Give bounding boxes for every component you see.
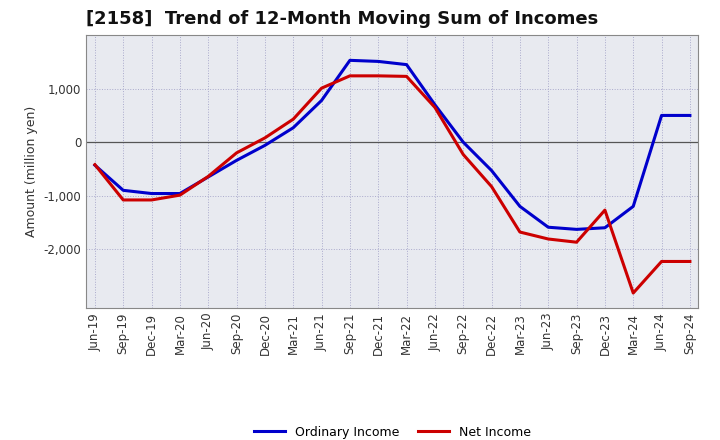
Ordinary Income bbox=[572, 227, 581, 232]
Ordinary Income bbox=[431, 102, 439, 107]
Ordinary Income bbox=[289, 125, 297, 130]
Ordinary Income bbox=[459, 139, 467, 145]
Net Income bbox=[487, 184, 496, 189]
Net Income bbox=[685, 259, 694, 264]
Net Income bbox=[516, 229, 524, 235]
Net Income bbox=[261, 135, 269, 140]
Ordinary Income bbox=[402, 62, 411, 67]
Ordinary Income bbox=[204, 174, 212, 180]
Ordinary Income bbox=[657, 113, 666, 118]
Ordinary Income bbox=[629, 204, 637, 209]
Net Income bbox=[374, 73, 382, 78]
Net Income bbox=[459, 152, 467, 157]
Net Income bbox=[544, 236, 552, 242]
Ordinary Income bbox=[119, 188, 127, 193]
Ordinary Income bbox=[600, 225, 609, 231]
Ordinary Income bbox=[487, 168, 496, 173]
Net Income bbox=[657, 259, 666, 264]
Net Income bbox=[119, 197, 127, 202]
Net Income bbox=[289, 117, 297, 122]
Ordinary Income bbox=[148, 191, 156, 196]
Net Income bbox=[431, 105, 439, 110]
Net Income bbox=[572, 239, 581, 245]
Ordinary Income bbox=[374, 59, 382, 64]
Net Income bbox=[318, 85, 326, 91]
Ordinary Income bbox=[318, 98, 326, 103]
Net Income bbox=[176, 192, 184, 198]
Line: Ordinary Income: Ordinary Income bbox=[95, 60, 690, 229]
Ordinary Income bbox=[233, 158, 241, 163]
Ordinary Income bbox=[91, 162, 99, 168]
Ordinary Income bbox=[176, 191, 184, 196]
Ordinary Income bbox=[544, 224, 552, 230]
Y-axis label: Amount (million yen): Amount (million yen) bbox=[25, 106, 38, 237]
Text: [2158]  Trend of 12-Month Moving Sum of Incomes: [2158] Trend of 12-Month Moving Sum of I… bbox=[86, 10, 598, 28]
Net Income bbox=[346, 73, 354, 78]
Ordinary Income bbox=[685, 113, 694, 118]
Net Income bbox=[91, 162, 99, 167]
Ordinary Income bbox=[516, 204, 524, 209]
Legend: Ordinary Income, Net Income: Ordinary Income, Net Income bbox=[248, 421, 536, 440]
Net Income bbox=[600, 208, 609, 213]
Net Income bbox=[629, 290, 637, 296]
Net Income bbox=[233, 150, 241, 155]
Ordinary Income bbox=[346, 58, 354, 63]
Line: Net Income: Net Income bbox=[95, 76, 690, 293]
Net Income bbox=[204, 174, 212, 179]
Ordinary Income bbox=[261, 143, 269, 148]
Net Income bbox=[402, 74, 411, 79]
Net Income bbox=[148, 197, 156, 202]
